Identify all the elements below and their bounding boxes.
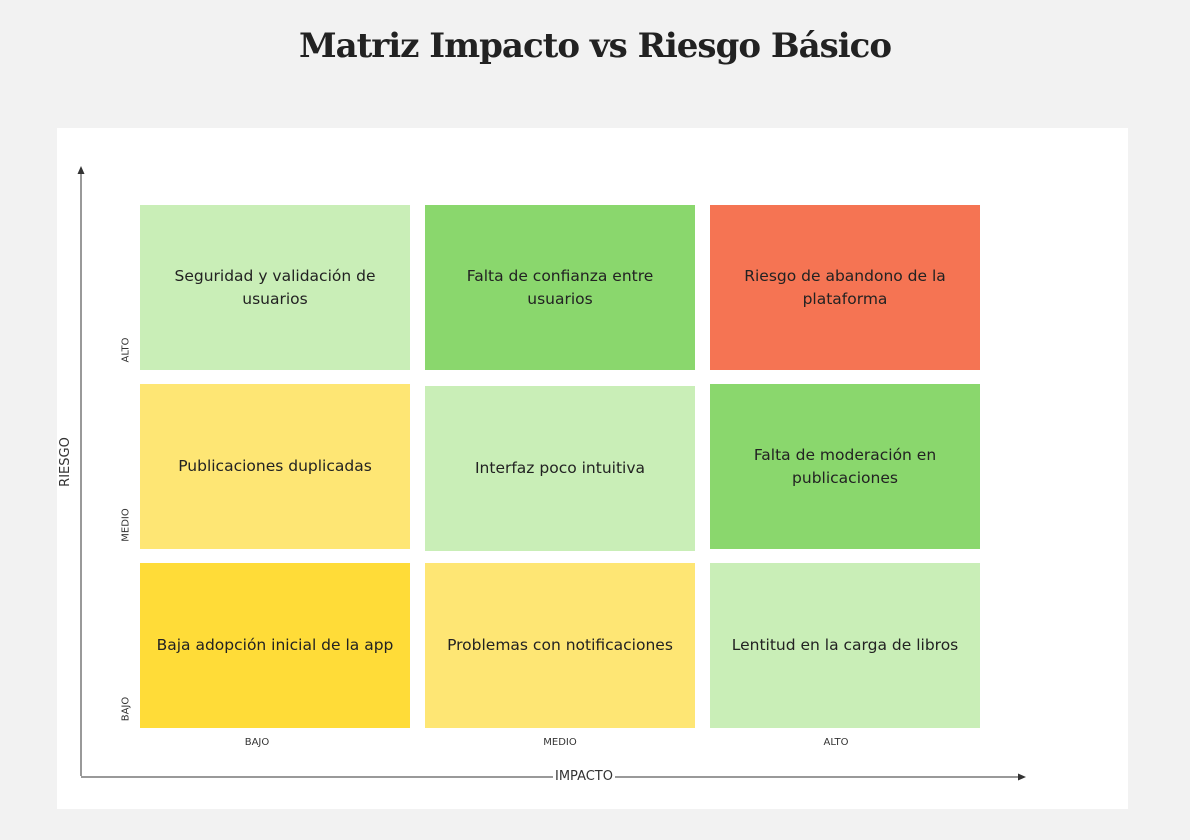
matrix-cell: Falta de confianza entre usuarios — [425, 205, 695, 370]
y-tick-medio: MEDIO — [120, 508, 132, 542]
x-axis-label: IMPACTO — [553, 769, 615, 784]
page-title: Matriz Impacto vs Riesgo Básico — [298, 26, 892, 66]
y-axis-arrowhead — [77, 166, 85, 174]
x-tick-medio: MEDIO — [543, 737, 577, 748]
x-tick-bajo: BAJO — [244, 737, 270, 748]
matrix-cell: Baja adopción inicial de la app — [140, 563, 410, 728]
matrix-cell: Lentitud en la carga de libros — [710, 563, 980, 728]
matrix-cell: Falta de moderación en publicaciones — [710, 384, 980, 549]
x-tick-alto: ALTO — [823, 737, 849, 748]
matrix-cell: Publicaciones duplicadas — [140, 384, 410, 549]
x-axis-arrowhead — [1018, 773, 1026, 781]
matrix-cell: Problemas con notificaciones — [425, 563, 695, 728]
y-tick-bajo: BAJO — [120, 696, 132, 722]
matrix-cell: Riesgo de abandono de la plataforma — [710, 205, 980, 370]
y-axis-label: RIESGO — [58, 435, 73, 489]
matrix-cell: Interfaz poco intuitiva — [425, 386, 695, 551]
y-tick-alto: ALTO — [120, 337, 132, 363]
matrix-cell: Seguridad y validación de usuarios — [140, 205, 410, 370]
